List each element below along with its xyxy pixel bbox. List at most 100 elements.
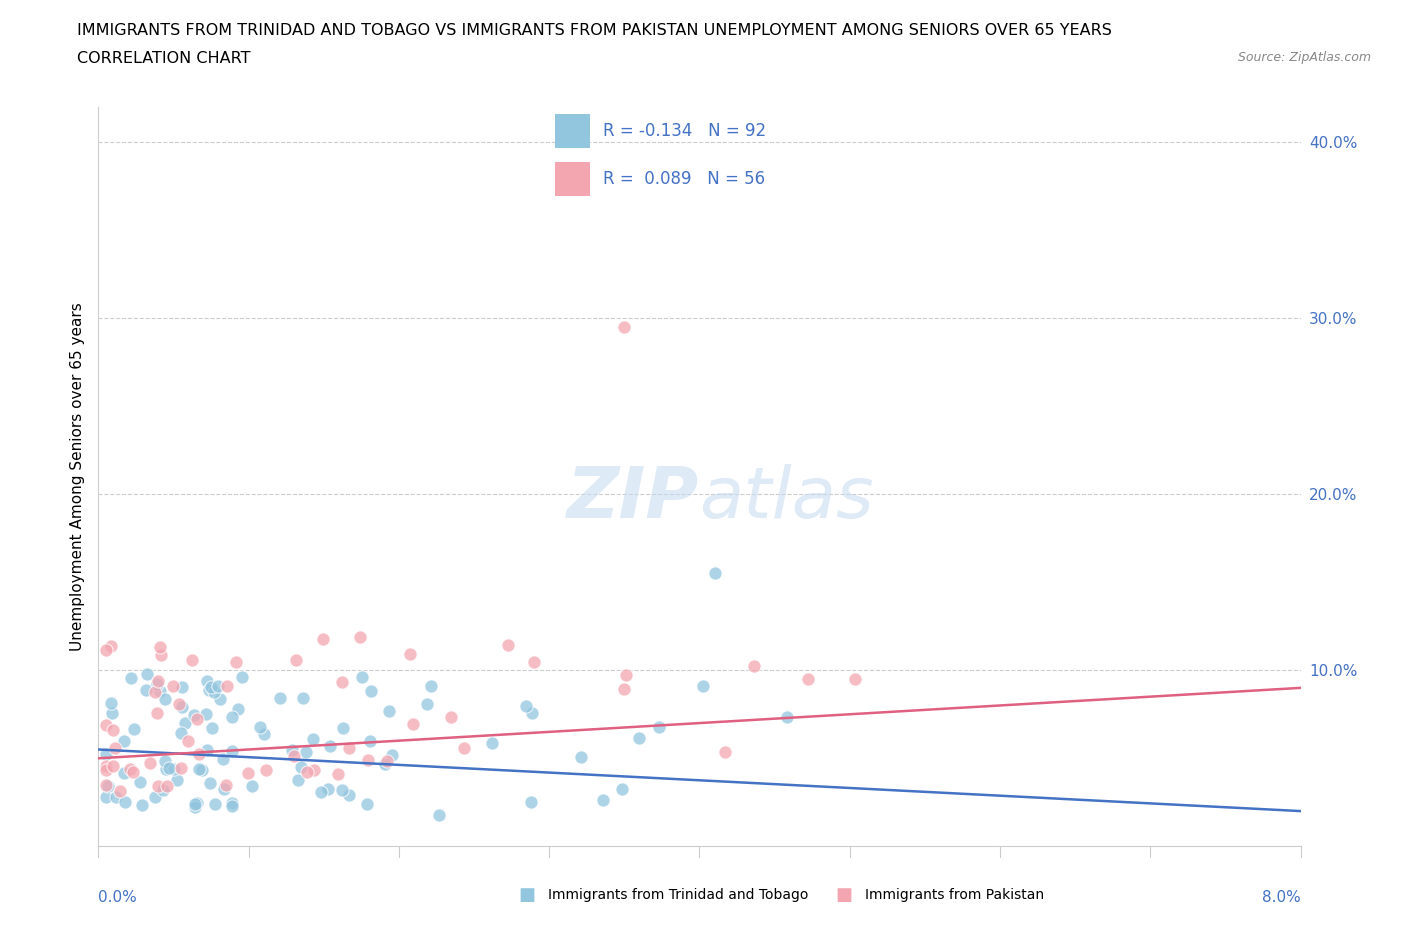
Point	[209, 692, 232, 707]
Text: atlas: atlas	[699, 464, 875, 533]
Text: ZIP: ZIP	[567, 464, 699, 533]
Point	[152, 783, 174, 798]
Point	[613, 320, 636, 335]
Point	[184, 797, 207, 812]
Point	[166, 773, 188, 788]
Point	[302, 731, 325, 746]
Point	[94, 763, 117, 777]
Point	[453, 740, 475, 755]
Point	[297, 765, 319, 780]
Point	[195, 673, 218, 688]
Text: R =  0.089   N = 56: R = 0.089 N = 56	[603, 170, 765, 188]
Point	[135, 667, 157, 682]
Point	[191, 763, 214, 777]
Point	[157, 761, 180, 776]
Point	[184, 800, 207, 815]
Point	[520, 794, 543, 809]
Point	[100, 696, 122, 711]
Point	[360, 684, 382, 698]
Point	[146, 673, 169, 688]
Point	[170, 699, 193, 714]
Point	[238, 765, 260, 780]
Point	[312, 631, 335, 646]
Point	[226, 701, 249, 716]
Point	[212, 751, 235, 766]
Point	[204, 797, 226, 812]
Point	[481, 736, 503, 751]
Point	[207, 679, 229, 694]
Point	[104, 740, 127, 755]
Point	[124, 722, 146, 737]
Point	[101, 723, 124, 737]
Point	[357, 752, 380, 767]
Point	[319, 738, 342, 753]
Point	[402, 716, 425, 731]
Point	[94, 777, 117, 792]
Point	[398, 646, 420, 661]
Point	[221, 743, 243, 758]
Point	[316, 782, 339, 797]
Point	[100, 639, 122, 654]
Point	[128, 775, 150, 790]
Point	[703, 566, 725, 581]
Point	[359, 734, 381, 749]
Point	[292, 690, 315, 705]
Point	[180, 653, 202, 668]
Point	[610, 782, 633, 797]
Point	[515, 698, 537, 713]
Point	[378, 704, 401, 719]
Point	[381, 748, 404, 763]
Point	[186, 711, 208, 726]
Point	[122, 765, 145, 780]
Point	[177, 733, 200, 748]
Point	[283, 749, 305, 764]
Point	[520, 706, 543, 721]
Point	[94, 717, 117, 732]
Text: 0.0%: 0.0%	[98, 890, 138, 905]
Point	[628, 731, 651, 746]
Point	[187, 762, 209, 777]
Text: IMMIGRANTS FROM TRINIDAD AND TOBAGO VS IMMIGRANTS FROM PAKISTAN UNEMPLOYMENT AMO: IMMIGRANTS FROM TRINIDAD AND TOBAGO VS I…	[77, 23, 1112, 38]
Point	[337, 788, 360, 803]
Point	[214, 777, 236, 792]
Point	[169, 698, 191, 712]
Point	[149, 640, 172, 655]
Point	[110, 783, 132, 798]
Point	[112, 734, 135, 749]
Point	[249, 720, 271, 735]
Point	[198, 683, 221, 698]
Point	[94, 790, 117, 804]
Text: CORRELATION CHART: CORRELATION CHART	[77, 51, 250, 66]
Point	[221, 710, 243, 724]
Point	[97, 778, 120, 793]
Point	[212, 781, 235, 796]
Point	[174, 716, 197, 731]
Point	[496, 637, 519, 652]
Point	[648, 719, 671, 734]
Point	[156, 779, 179, 794]
Point	[146, 706, 169, 721]
Point	[101, 705, 124, 720]
Point	[569, 750, 592, 764]
Point	[440, 710, 463, 724]
Point	[172, 680, 194, 695]
Point	[614, 668, 637, 683]
Point	[356, 797, 378, 812]
Point	[349, 630, 371, 644]
Point	[797, 671, 820, 686]
Point	[94, 643, 117, 658]
Point	[143, 790, 166, 804]
Point	[202, 684, 225, 699]
Bar	[555, 162, 589, 196]
Text: ■: ■	[519, 885, 536, 904]
Point	[287, 773, 309, 788]
Point	[231, 670, 253, 684]
Point	[352, 670, 374, 684]
Point	[225, 655, 247, 670]
Point	[169, 725, 191, 740]
Point	[304, 762, 326, 777]
Point	[187, 747, 209, 762]
Point	[139, 755, 162, 770]
Point	[94, 759, 117, 774]
Point	[523, 655, 546, 670]
